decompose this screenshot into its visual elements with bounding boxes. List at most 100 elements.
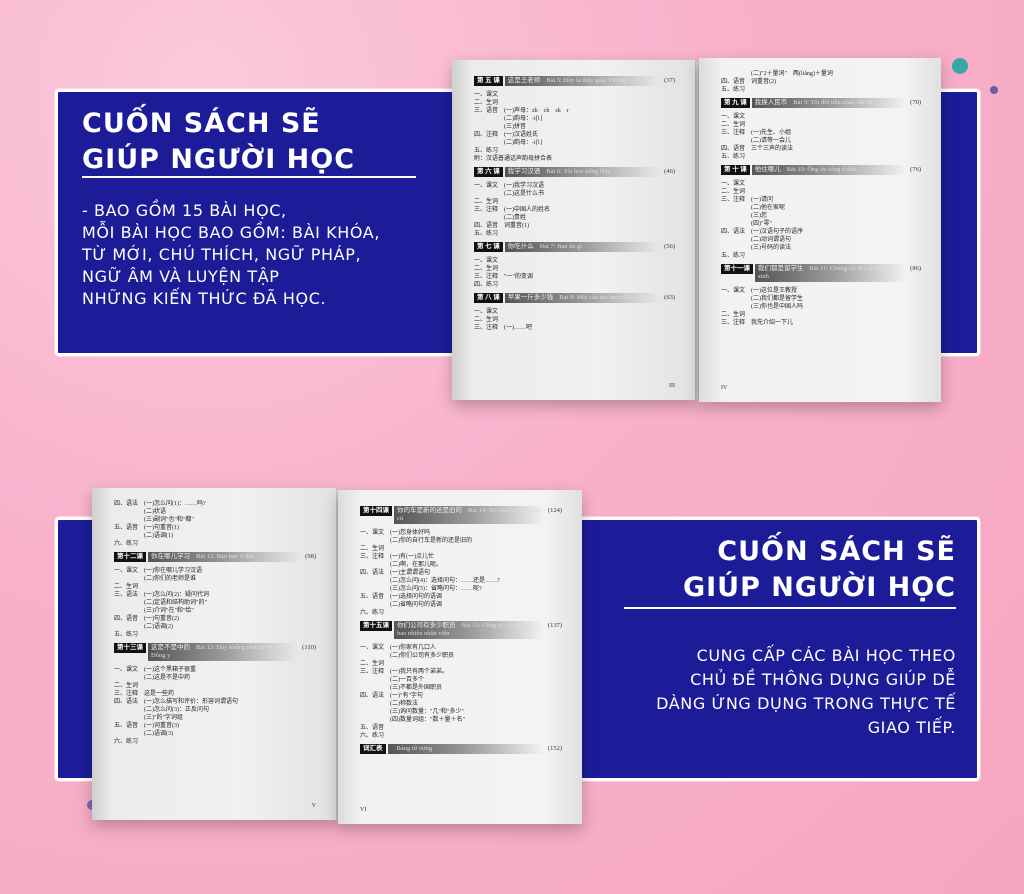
lesson-number: 第 九 课	[721, 98, 750, 108]
toc-line: 三、注释 (一)……吧	[474, 325, 532, 331]
lesson-title-vn: Bài 11: Chúng tôi đều là lưu học sinh	[758, 265, 895, 280]
toc-line: 三、注释 (一)我只有两个弟弟。	[360, 669, 448, 675]
title-line: CUỐN SÁCH SẼ	[82, 108, 321, 139]
lesson-title-cn: 我们都是留学生	[758, 265, 804, 272]
toc-line: 二、生词	[474, 199, 499, 205]
lesson-title-bar: 苹果一斤多少钱 Bài 8: Một cân táo bao nhiêu tiền	[504, 293, 661, 303]
toc-line: (二)语调(3)	[114, 731, 173, 737]
toc-line: (二)这是什么书	[474, 191, 544, 197]
lesson-title-cn: 这是不是中药	[151, 644, 190, 651]
page-folio: IV	[721, 385, 728, 391]
description-line: - BAO GỒM 15 BÀI HỌC,	[82, 201, 287, 220]
toc-line: (四)"零"	[721, 221, 772, 227]
toc-line: (二)请等一会儿	[721, 138, 791, 144]
toc-line: 二、生词	[360, 546, 385, 552]
toc-line: 五、语音	[360, 725, 385, 731]
toc-line: 六、练习	[360, 610, 385, 616]
lesson-header: 第 十 课他住哪儿 Bài 10: Ông ấy sống ở đâu (76)	[721, 165, 921, 175]
toc-line: (二)语调(2)	[114, 624, 173, 630]
divider	[82, 176, 416, 178]
book-page: 第 五 课这是王老师 Bài 5: Đây là thầy giáo Vương (…	[452, 60, 695, 400]
lesson-number: 第 七 课	[474, 242, 503, 252]
toc-line: 一、课文	[474, 309, 499, 315]
lesson-header: 词汇表 Bảng từ vựng (152)	[360, 744, 562, 754]
lesson-header: 第 九 课我换人民币 Bài 9: Tôi đổi tiền nhân dân t…	[721, 98, 921, 108]
lesson-title-vn: Bài 5: Đây là thầy giáo Vương	[546, 77, 627, 84]
lesson-title-cn: 苹果一斤多少钱	[507, 294, 554, 301]
toc-line: (三)副词"也"和"都"	[114, 517, 194, 523]
lesson-header: 第十二课 你在哪儿学习 Bài 12: Bạn học ở đâu (98)	[114, 552, 316, 562]
toc-line: 五、练习	[114, 632, 139, 638]
lesson-title-bar: 我换人民币 Bài 9: Tôi đổi tiền nhân dân tệ	[751, 98, 907, 108]
lesson-page-number: (137)	[547, 622, 562, 629]
toc-line: (二)怎么问(3)：正反问句	[114, 707, 209, 713]
page-folio: VI	[360, 807, 367, 813]
lesson-page-number: (152)	[547, 745, 562, 752]
toc-line: 五、练习	[474, 231, 499, 237]
lesson-page-number: (110)	[302, 644, 316, 651]
lesson-title-bar: 这是王老师 Bài 5: Đây là thầy giáo Vương	[504, 76, 661, 86]
toc-line: 四、练习	[474, 282, 499, 288]
bottom-panel-description: CUNG CẤP CÁC BÀI HỌC THEO CHỦ ĐỀ THÔNG DỤ…	[656, 644, 956, 740]
lesson-title-vn: Bài 9: Tôi đổi tiền nhân dân tệ	[793, 99, 873, 106]
toc-line: (二)称数法	[360, 701, 418, 707]
lesson-title-cn: 他住哪儿	[754, 166, 781, 173]
toc-line: (三)询问数量："几"和"多少"	[360, 709, 464, 715]
divider	[624, 607, 956, 609]
lesson-title-cn: 我学习汉语	[507, 168, 541, 175]
lesson-header: 第十三课 这是不是中药 Bài 13: Đây không phải là thuố…	[114, 643, 316, 661]
lesson-number: 第十四课	[360, 506, 392, 516]
toc-line: 一、课文 (一)我学习汉语	[474, 183, 544, 189]
toc-line: 二、生词	[474, 317, 499, 323]
toc-line: (三)号码的读法	[721, 245, 791, 251]
lesson-title-bar: 这是不是中药 Bài 13: Đây không phải là thuốc Đô…	[148, 643, 299, 661]
toc-line: (二)啊，在那儿呢。	[360, 562, 442, 568]
lesson-page-number: (86)	[910, 265, 921, 272]
toc-line: 五、练习	[721, 87, 746, 93]
toc-line: 四、语法 (一)汉语句子的语序	[721, 229, 803, 235]
toc-line: 六、练习	[114, 739, 139, 745]
toc-line: 二、生词	[721, 122, 746, 128]
description-line: DÀNG ỨNG DỤNG TRONG THỰC TẾ	[656, 694, 956, 713]
toc-line: 一、课文 (一)这位是王教授	[721, 288, 797, 294]
lesson-header: 第 七 课你吃什么 Bài 7: Bạn ăn gì (56)	[474, 242, 675, 252]
top-panel-title: CUỐN SÁCH SẼ GIÚP NGƯỜI HỌC	[82, 106, 355, 178]
lesson-page-number: (124)	[547, 507, 562, 514]
toc-line: 四、语音 (一)句重音(2)	[114, 616, 179, 622]
lesson-header: 第十四课 你的车是新的还是旧的 Bài 14: Xe của bạn mới hay…	[360, 506, 562, 524]
toc-line: 二、生词	[474, 100, 499, 106]
lesson-title-bar: 我们都是留学生 Bài 11: Chúng tôi đều là lưu học …	[755, 264, 907, 282]
book-page: 第十四课 你的车是新的还是旧的 Bài 14: Xe của bạn mới hay…	[338, 490, 582, 824]
lesson-title-cn: 你们公司有多少职员	[397, 622, 456, 629]
toc-line: 五、语音 (一)句重音(1)	[114, 525, 179, 531]
lesson-title-cn: 你在哪儿学习	[151, 553, 190, 560]
lesson-header: 第十一课 我们都是留学生 Bài 11: Chúng tôi đều là lưu …	[721, 264, 921, 282]
lesson-title-vn: Bài 13: Đây không phải là thuốc Đông y	[151, 644, 281, 659]
toc-line: 三、注释 (一)中国人的姓名	[474, 207, 550, 213]
toc-line: 四、语音 三个三声的读法	[721, 146, 794, 152]
lesson-title-vn: Bài 7: Bạn ăn gì	[539, 243, 582, 250]
lesson-number: 第 八 课	[474, 293, 503, 303]
toc-line: 三、注释 "一"的变调	[474, 274, 533, 280]
toc-line: 三、注释 (一)有(一)点儿忙	[360, 554, 434, 560]
lesson-title-cn: 这是王老师	[507, 77, 541, 84]
lesson-number: 第 五 课	[474, 76, 503, 86]
decor-dot	[952, 58, 968, 74]
page-folio: III	[669, 383, 675, 389]
toc-line: 五、练习	[721, 253, 746, 259]
toc-line: 一、课文 (一)你在哪儿学习汉语	[114, 568, 202, 574]
lesson-page-number: (46)	[664, 168, 675, 175]
lesson-header: 第 五 课这是王老师 Bài 5: Đây là thầy giáo Vương (…	[474, 76, 675, 86]
decor-dot	[990, 86, 998, 94]
lesson-number: 词汇表	[360, 744, 386, 754]
lesson-title-vn: Bài 12: Bạn học ở đâu	[196, 553, 255, 560]
lesson-page-number: (56)	[664, 243, 675, 250]
toc-line: (二)一百多个	[360, 677, 424, 683]
toc-line: 四、语音 词重音(1)	[474, 223, 529, 229]
description-line: CHỦ ĐỀ THÔNG DỤNG GIÚP DỄ	[690, 670, 956, 689]
toc-line: (二)动词谓语句	[721, 237, 791, 243]
toc-line: 一、课文	[474, 258, 499, 264]
toc-line: (二)这是不是中药	[114, 675, 190, 681]
lesson-number: 第 十 课	[721, 165, 750, 175]
title-line: GIÚP NGƯỜI HỌC	[82, 144, 356, 175]
